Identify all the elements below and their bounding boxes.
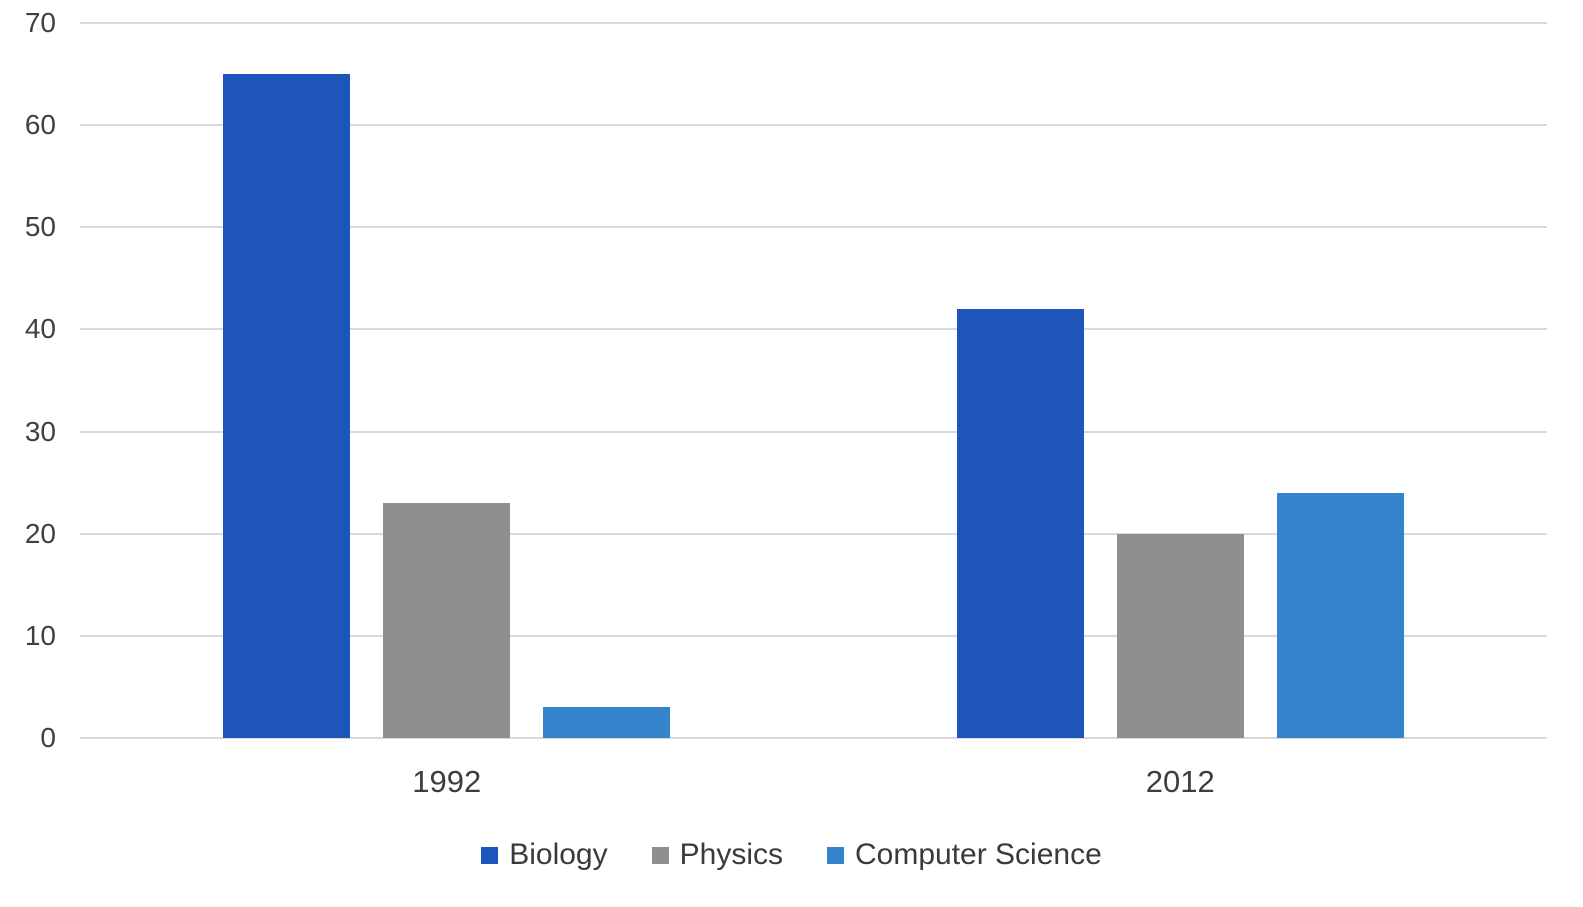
legend-swatch-computer-science bbox=[826, 846, 844, 864]
y-axis-tick-label-70: 70 bbox=[24, 7, 56, 38]
legend-swatch-biology bbox=[481, 846, 499, 864]
gridline-y-10 bbox=[80, 634, 1547, 637]
gridline-y-60 bbox=[80, 124, 1547, 127]
legend-swatch-physics bbox=[651, 846, 669, 864]
gridline-y-50 bbox=[80, 226, 1547, 229]
legend: Biology Physics Computer Science bbox=[0, 838, 1583, 872]
legend-label-computer-science: Computer Science bbox=[854, 838, 1102, 871]
bar-computer-science-2012 bbox=[1276, 492, 1404, 738]
y-axis-tick-label-10: 10 bbox=[24, 619, 56, 651]
y-axis-tick-label-0: 0 bbox=[40, 722, 56, 753]
x-axis-category-label-1992: 1992 bbox=[412, 764, 482, 799]
y-axis-tick-label-30: 30 bbox=[24, 415, 56, 447]
gridline-y-30 bbox=[80, 430, 1547, 433]
bar-physics-1992 bbox=[383, 503, 511, 738]
bar-computer-science-1992 bbox=[543, 707, 671, 738]
y-axis-tick-label-50: 50 bbox=[24, 211, 56, 243]
legend-label-biology: Biology bbox=[509, 838, 608, 871]
x-axis-category-label-2012: 2012 bbox=[1145, 764, 1215, 799]
bar-biology-2012 bbox=[956, 309, 1084, 738]
gridline-y-20 bbox=[80, 532, 1547, 535]
legend-label-physics: Physics bbox=[679, 838, 783, 871]
y-axis-tick-label-60: 60 bbox=[24, 109, 56, 141]
bar-biology-1992 bbox=[223, 74, 351, 738]
gridline-y-70 bbox=[80, 22, 1547, 24]
y-axis-tick-label-40: 40 bbox=[24, 313, 56, 345]
bar-physics-2012 bbox=[1116, 533, 1244, 738]
legend-item-biology: Biology bbox=[481, 838, 608, 872]
legend-item-computer-science: Computer Science bbox=[826, 838, 1102, 872]
legend-item-physics: Physics bbox=[651, 838, 783, 872]
gridline-y-0 bbox=[80, 737, 1547, 739]
y-axis-tick-label-20: 20 bbox=[24, 517, 56, 549]
gridline-y-40 bbox=[80, 328, 1547, 331]
